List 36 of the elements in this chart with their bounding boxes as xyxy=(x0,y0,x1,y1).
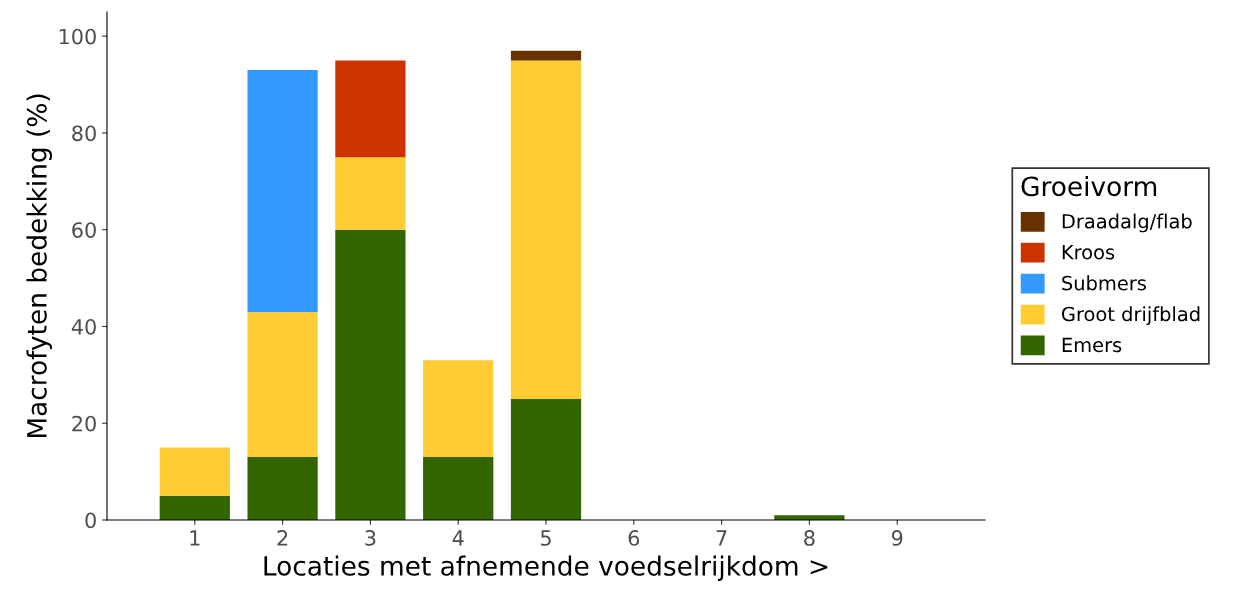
legend-label: Draadalg/flab xyxy=(1062,213,1192,233)
bar xyxy=(510,50,582,61)
x-tick-label: 5 xyxy=(540,530,551,546)
x-tick-label: 2 xyxy=(277,530,288,546)
bar xyxy=(335,60,406,158)
bar xyxy=(335,229,406,520)
x-tick-label: 1 xyxy=(190,530,200,546)
bar xyxy=(423,360,494,458)
y-tick-label: 60 xyxy=(72,222,96,238)
bar xyxy=(247,311,318,458)
bar xyxy=(159,495,230,520)
legend-title: Groeivorm xyxy=(1021,175,1157,197)
legend-label: Submers xyxy=(1062,275,1146,291)
bar xyxy=(247,457,318,520)
legend-label: Emers xyxy=(1062,337,1122,353)
y-tick-label: 40 xyxy=(71,318,96,335)
bar xyxy=(159,447,230,496)
bar xyxy=(510,60,582,400)
y-tick-label: 80 xyxy=(72,125,96,142)
x-axis-title: Locaties met afnemende voedselrijkdom > xyxy=(264,555,828,581)
y-tick-label: 100 xyxy=(59,28,96,45)
y-axis-title: Macrofyten bedekking (%) xyxy=(26,94,52,438)
x-tick-label: 3 xyxy=(365,530,376,546)
bar xyxy=(423,457,494,520)
x-tick-label: 8 xyxy=(804,530,815,546)
y-tick-label: 0 xyxy=(85,512,96,529)
bar xyxy=(247,70,318,312)
legend-label: Groot drijfblad xyxy=(1061,306,1200,326)
x-tick-label: 6 xyxy=(628,530,640,546)
y-tick-label: 20 xyxy=(72,415,96,432)
x-tick-label: 9 xyxy=(891,530,903,546)
bar xyxy=(510,399,582,520)
x-tick-label: 4 xyxy=(452,530,464,546)
x-tick-label: 7 xyxy=(716,530,727,546)
legend-label: Kroos xyxy=(1062,245,1115,260)
bar xyxy=(335,157,406,230)
